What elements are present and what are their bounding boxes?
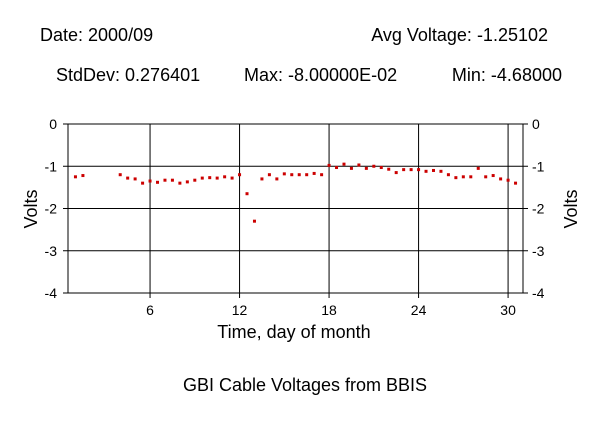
x-tick-label: 24 (411, 302, 427, 318)
data-point (387, 167, 391, 171)
data-point (185, 180, 189, 184)
data-point (439, 169, 443, 173)
data-point (260, 177, 264, 181)
data-point (454, 176, 458, 180)
data-point (476, 166, 480, 170)
data-point (417, 168, 421, 172)
data-point (267, 173, 271, 177)
data-point (349, 166, 353, 170)
data-point (208, 176, 212, 180)
data-point (215, 176, 219, 180)
data-point (446, 173, 450, 177)
ticks: 0 0 -1 -1 -2 -2 -3 -3 -4 -4 6 12 18 24 30 (45, 116, 545, 318)
y-tick-label-left: 0 (49, 116, 57, 132)
data-point (424, 169, 428, 173)
y-tick-label-left: -2 (45, 201, 58, 217)
data-point (469, 175, 473, 179)
data-point (163, 178, 167, 182)
y-tick-label-right: -2 (532, 201, 545, 217)
data-point (156, 180, 160, 184)
y-tick-label-right: 0 (532, 116, 540, 132)
data-point (170, 178, 174, 182)
data-point (335, 166, 339, 170)
chart-title: GBI Cable Voltages from BBIS (183, 375, 427, 395)
data-point (312, 171, 316, 175)
data-point (409, 168, 413, 172)
data-point (290, 173, 294, 177)
data-point (282, 172, 286, 176)
data-point (118, 173, 122, 177)
data-point (514, 181, 518, 185)
y-tick-label-right: -4 (532, 285, 545, 301)
data-point (297, 173, 301, 177)
x-tick-label: 18 (321, 302, 337, 318)
data-point (275, 177, 279, 181)
data-point (230, 176, 234, 180)
data-point (372, 164, 376, 168)
x-tick-label: 30 (500, 302, 516, 318)
data-point (327, 163, 331, 167)
x-tick-label: 12 (232, 302, 248, 318)
data-point (238, 173, 242, 177)
data-point (364, 166, 368, 170)
x-axis-label: Time, day of month (217, 322, 370, 342)
y-axis-label-left: Volts (21, 189, 41, 228)
max-label: Max: -8.00000E-02 (244, 65, 398, 85)
data-point (148, 179, 152, 183)
data-point (178, 181, 182, 185)
data-point (200, 176, 204, 180)
grid (68, 123, 523, 294)
data-point (394, 171, 398, 175)
y-tick-label-right: -1 (532, 158, 545, 174)
data-point (133, 177, 137, 181)
x-tick-label: 6 (146, 302, 154, 318)
date-label: Date: 2000/09 (40, 25, 154, 45)
data-point (461, 175, 465, 179)
data-point (379, 166, 383, 170)
data-point (506, 178, 510, 182)
avg-voltage-label: Avg Voltage: -1.25102 (371, 25, 548, 45)
min-label: Min: -4.68000 (451, 65, 562, 85)
data-point (431, 168, 435, 172)
data-point (484, 175, 488, 179)
y-axis-label-right: Volts (561, 189, 581, 228)
data-point (491, 174, 495, 178)
stddev-label: StdDev: 0.276401 (56, 65, 201, 85)
y-tick-label-left: -3 (45, 243, 58, 259)
data-point (342, 162, 346, 166)
data-point (402, 168, 406, 172)
y-tick-label-left: -4 (45, 285, 58, 301)
data-point (73, 175, 77, 179)
data-point (193, 178, 197, 182)
data-point (245, 192, 249, 196)
data-points (73, 162, 518, 223)
y-tick-label-right: -3 (532, 243, 545, 259)
data-point (126, 176, 130, 180)
data-point (252, 219, 256, 223)
data-point (141, 181, 145, 185)
data-point (320, 173, 324, 177)
data-point (357, 163, 361, 167)
data-point (223, 175, 227, 179)
data-point (81, 174, 85, 178)
data-point (305, 173, 309, 177)
data-point (499, 177, 503, 181)
y-tick-label-left: -1 (45, 158, 58, 174)
